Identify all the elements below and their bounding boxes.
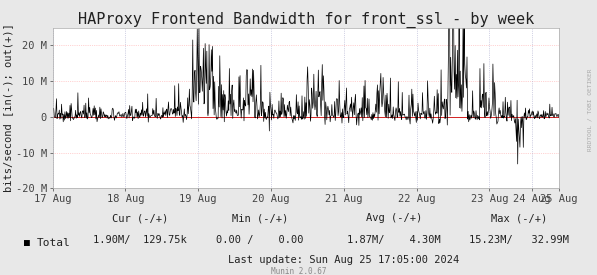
Text: Avg (-/+): Avg (-/+) bbox=[366, 213, 422, 223]
Text: 1.90M/  129.75k: 1.90M/ 129.75k bbox=[93, 235, 187, 245]
Text: Munin 2.0.67: Munin 2.0.67 bbox=[271, 267, 326, 275]
Text: 0.00 /    0.00: 0.00 / 0.00 bbox=[216, 235, 303, 245]
Text: ■: ■ bbox=[24, 238, 30, 248]
Text: Total: Total bbox=[37, 238, 71, 248]
Text: Cur (-/+): Cur (-/+) bbox=[112, 213, 168, 223]
Y-axis label: bits/second [in(-); out(+)]: bits/second [in(-); out(+)] bbox=[3, 24, 13, 192]
Text: RRDTOOL / TOBI OETIKER: RRDTOOL / TOBI OETIKER bbox=[588, 69, 593, 151]
Text: Min (-/+): Min (-/+) bbox=[232, 213, 288, 223]
Text: Last update: Sun Aug 25 17:05:00 2024: Last update: Sun Aug 25 17:05:00 2024 bbox=[227, 255, 459, 265]
Text: 1.87M/    4.30M: 1.87M/ 4.30M bbox=[347, 235, 441, 245]
Text: Max (-/+): Max (-/+) bbox=[491, 213, 547, 223]
Text: 15.23M/   32.99M: 15.23M/ 32.99M bbox=[469, 235, 570, 245]
Title: HAProxy Frontend Bandwidth for front_ssl - by week: HAProxy Frontend Bandwidth for front_ssl… bbox=[78, 11, 534, 28]
